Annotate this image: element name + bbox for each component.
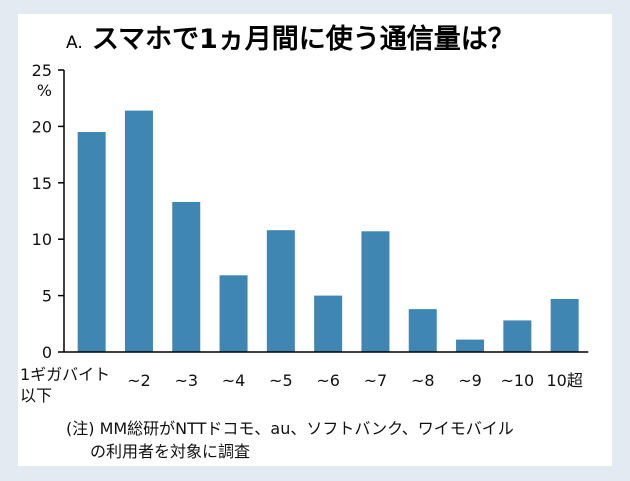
x-category-label-3: ~3 [174, 371, 198, 390]
bar-10 [503, 320, 532, 352]
y-tick-label-20: 20 [32, 117, 52, 136]
x-category-label-4: ~4 [222, 371, 246, 390]
chart-title: A. スマホで1ヵ月間に使う通信量は？ [66, 24, 515, 55]
bar-6 [314, 295, 343, 352]
x-category-label-11: 10超 [546, 371, 582, 390]
bar-4 [219, 275, 248, 352]
chart-panel: A. スマホで1ヵ月間に使う通信量は？ 0 5 10 15 20 25% 1ギガバイト 以下 ~… [18, 14, 612, 466]
note-line-1: (注) MM総研がNTTドコモ、au、ソフトバンク、ワイモバイル [66, 419, 514, 438]
x-category-label-8: ~8 [411, 371, 435, 390]
x-category-label-5: ~5 [269, 371, 293, 390]
x-category-label-2: ~2 [127, 371, 151, 390]
bar-2 [124, 110, 153, 352]
bar-3 [172, 201, 201, 352]
bar-11 [550, 298, 579, 352]
y-tick-label-5: 5 [42, 287, 52, 306]
chart-title-prefix: A. [66, 33, 83, 53]
x-category-label-10: ~10 [500, 371, 534, 390]
y-tick-label-25: 25 [32, 61, 52, 80]
bar-9 [456, 339, 485, 352]
y-tick-label-0: 0 [42, 343, 52, 362]
x-category-label-1-line-1: 1ギガバイト [20, 365, 110, 384]
y-tick-label-15: 15 [32, 174, 52, 193]
bar-8 [408, 309, 437, 352]
y-tick-label-10: 10 [32, 230, 52, 249]
bar-5 [266, 230, 295, 352]
bar-7 [361, 231, 390, 352]
x-category-label-9: ~9 [458, 371, 482, 390]
y-axis-unit-label: % [37, 81, 52, 100]
bar-1 [77, 132, 106, 352]
x-category-label-1-line-2: 以下 [20, 386, 52, 405]
x-category-label-7: ~7 [364, 371, 388, 390]
x-category-label-6: ~6 [316, 371, 340, 390]
chart-title-main: スマホで1ヵ月間に使う通信量は？ [92, 24, 515, 55]
note-line-2: の利用者を対象に調査 [90, 442, 250, 461]
